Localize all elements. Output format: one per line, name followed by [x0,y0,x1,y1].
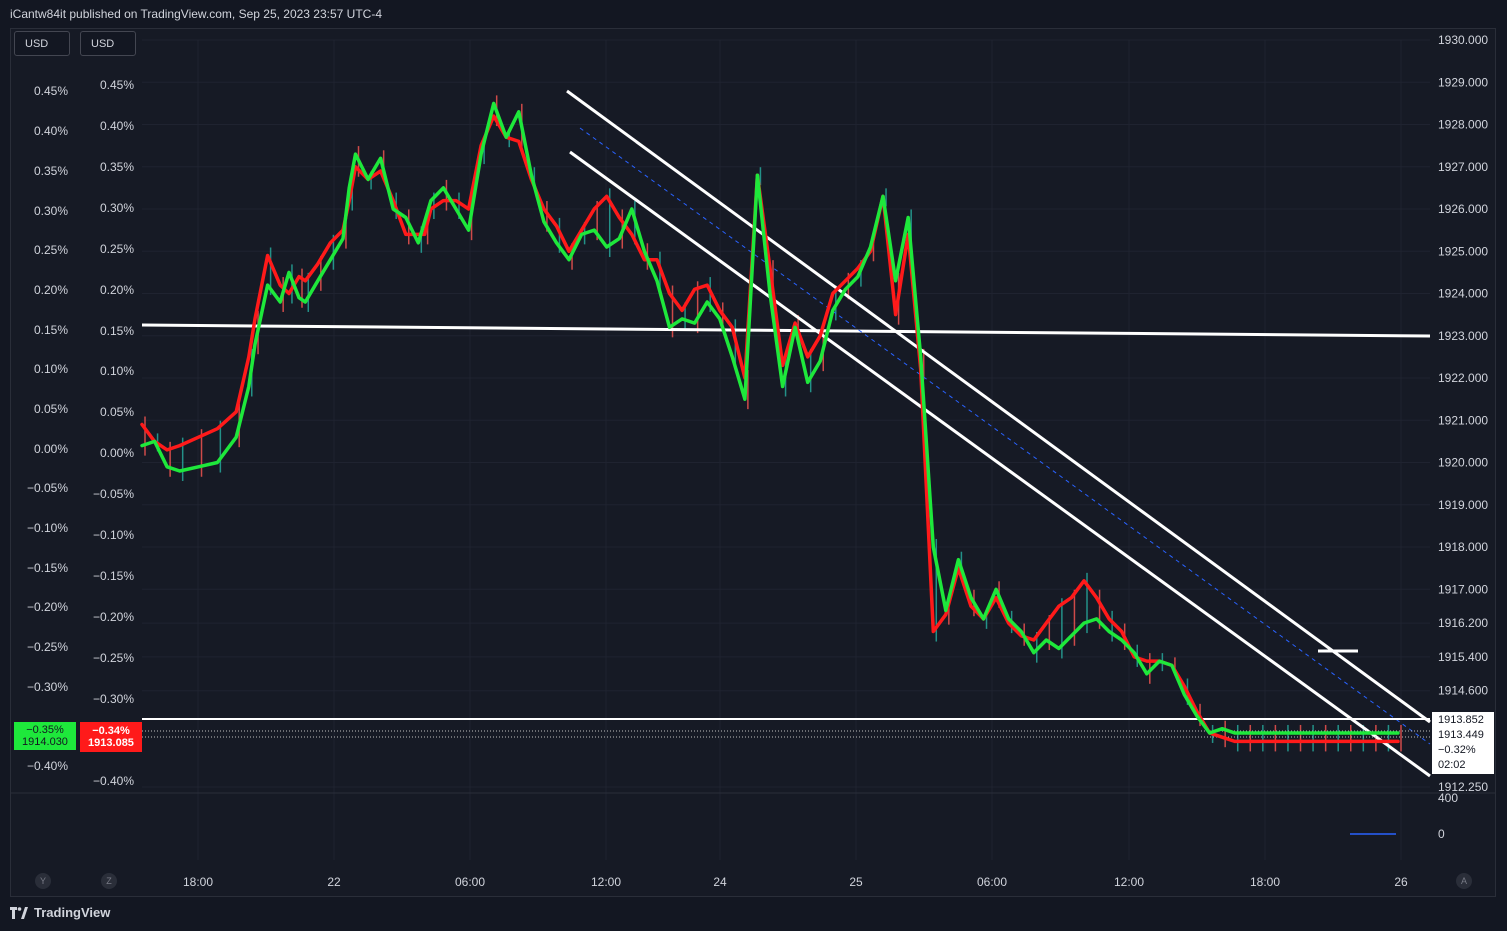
red-price-tag: −0.34% 1913.085 [80,722,142,752]
auto-scale-button[interactable]: A [1456,873,1472,889]
y-right-tick-label: 1925.000 [1438,244,1488,258]
y-left1-tick-label: −0.30% [27,680,68,694]
y-left2-tick-label: 0.20% [100,283,134,297]
x-tick-label: 24 [713,875,727,889]
x-tick-label: 12:00 [1114,875,1144,889]
y-right-tick-label: 1923.000 [1438,329,1488,343]
red-pct: −0.34% [92,725,130,737]
currency-button-left2[interactable]: USD [80,31,136,56]
support-line [141,323,1431,338]
channel-mid-line [579,127,1431,745]
y-right-tick-label: 1928.000 [1438,118,1488,132]
x-tick-label: 12:00 [591,875,621,889]
x-tick-label: 06:00 [977,875,1007,889]
y-left2-tick-label: −0.40% [93,774,134,788]
volume-tick-label: 400 [1438,791,1458,805]
tradingview-logo-icon [10,906,28,919]
x-tick-label: 22 [327,875,341,889]
y-right-tick-label: 1919.000 [1438,498,1488,512]
price-box-line4: 02:02 [1438,759,1466,771]
y-left2-tick-label: 0.00% [100,446,134,460]
currency-button-left1[interactable]: USD [14,31,70,56]
price-box-line3: −0.32% [1438,744,1476,756]
volume-tick-label: 0 [1438,827,1445,841]
y-left1-tick-label: 0.30% [34,204,68,218]
y-left1-tick-label: 0.20% [34,283,68,297]
y-left1-tick-label: 0.40% [34,124,68,138]
y-left2-tick-label: 0.05% [100,405,134,419]
log-scale-button[interactable]: Y [35,873,51,889]
y-left2-tick-label: −0.05% [93,487,134,501]
channel-lower-line [569,150,1431,778]
red-price: 1913.085 [88,737,134,749]
green-price-tag: −0.35% 1914.030 [14,722,76,750]
y-left2-tick-label: 0.40% [100,119,134,133]
y-left1-tick-label: 0.35% [34,164,68,178]
y-left2-tick-label: 0.10% [100,364,134,378]
y-right-tick-label: 1914.600 [1438,684,1488,698]
y-left1-tick-label: −0.15% [27,561,68,575]
channel-upper-line [566,89,1431,724]
y-left1-tick-label: 0.15% [34,323,68,337]
price-box-line1: 1913.852 [1438,714,1484,726]
y-left1-tick-label: −0.20% [27,600,68,614]
zoom-reset-button[interactable]: Z [101,873,117,889]
y-right-tick-label: 1929.000 [1438,75,1488,89]
footer: TradingView [10,905,110,920]
y-left2-tick-label: 0.35% [100,160,134,174]
y-left2-tick-label: 0.15% [100,324,134,338]
y-left2-tick-label: 0.30% [100,201,134,215]
x-tick-label: 18:00 [1250,875,1280,889]
green-pct: −0.35% [26,724,64,736]
y-right-tick-label: 1922.000 [1438,371,1488,385]
y-left2-tick-label: −0.15% [93,569,134,583]
y-left1-tick-label: 0.05% [34,402,68,416]
y-left2-tick-label: 0.45% [100,78,134,92]
y-left2-tick-label: 0.25% [100,242,134,256]
x-tick-label: 25 [849,875,863,889]
y-left1-tick-label: 0.45% [34,84,68,98]
x-tick-label: 18:00 [183,875,213,889]
y-left1-tick-label: 0.10% [34,362,68,376]
red-series-line [140,114,1400,744]
green-series-line [140,101,1400,735]
y-right-tick-label: 1920.000 [1438,456,1488,470]
y-left1-tick-label: −0.10% [27,521,68,535]
y-right-tick-label: 1926.000 [1438,202,1488,216]
y-right-tick-label: 1921.000 [1438,413,1488,427]
y-left2-tick-label: −0.30% [93,692,134,706]
y-left1-tick-label: −0.25% [27,640,68,654]
y-right-tick-label: 1930.000 [1438,33,1488,47]
green-price: 1914.030 [22,736,68,748]
y-left1-tick-label: −0.40% [27,759,68,773]
y-left1-tick-label: 0.00% [34,442,68,456]
publisher-header: iCantw84it published on TradingView.com,… [10,7,383,21]
y-left2-tick-label: −0.10% [93,528,134,542]
y-right-tick-label: 1918.000 [1438,540,1488,554]
y-right-tick-label: 1927.000 [1438,160,1488,174]
y-right-tick-label: 1915.400 [1438,650,1488,664]
price-box-line2: 1913.449 [1438,729,1484,741]
x-tick-label: 26 [1394,875,1408,889]
x-tick-label: 06:00 [455,875,485,889]
y-left2-tick-label: −0.25% [93,651,134,665]
footer-brand: TradingView [34,905,111,920]
y-left1-tick-label: 0.25% [34,243,68,257]
y-left2-tick-label: −0.20% [93,610,134,624]
y-right-tick-label: 1917.000 [1438,582,1488,596]
y-right-tick-label: 1912.250 [1438,780,1488,794]
last-price-box: 1913.852 1913.449 −0.32% 02:02 [1432,712,1494,774]
y-right-tick-label: 1924.000 [1438,287,1488,301]
y-left1-tick-label: −0.05% [27,481,68,495]
y-right-tick-label: 1916.200 [1438,616,1488,630]
